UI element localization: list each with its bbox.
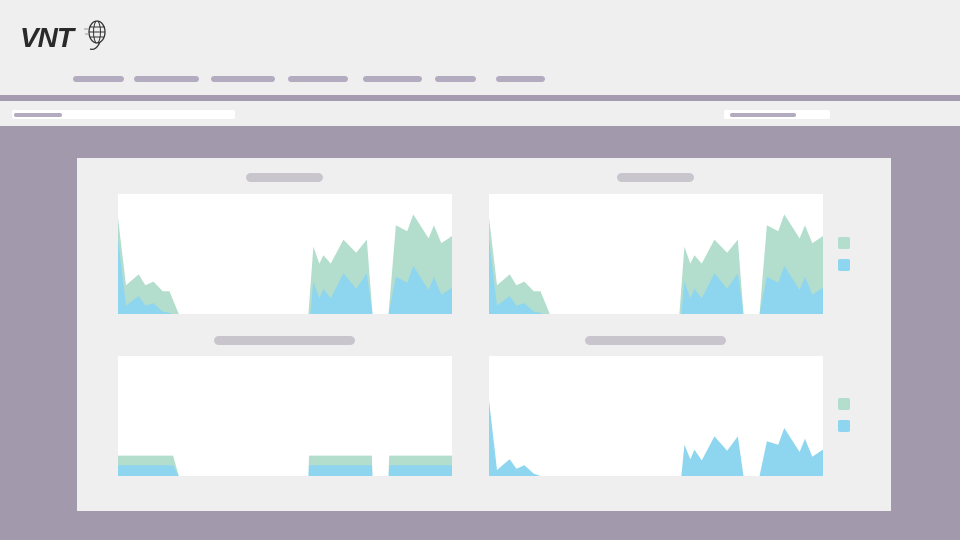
area-series-2-segment-3 (759, 266, 823, 314)
globe-icon (84, 20, 106, 50)
area-series-2-segment-1 (489, 239, 543, 314)
logo[interactable]: VNT (20, 22, 74, 53)
area-series-1-segment-1 (489, 218, 550, 314)
area-chart-4[interactable] (489, 356, 823, 476)
nav-item-2[interactable] (134, 76, 199, 82)
area-series-2-segment-2 (681, 273, 744, 314)
nav-item-6[interactable] (435, 76, 476, 82)
toolbar (0, 101, 960, 126)
chart-title-3 (214, 336, 355, 345)
date-range-select[interactable] (724, 110, 830, 119)
area-series-1-segment-1 (489, 400, 541, 476)
area-series-2-segment-2 (308, 465, 373, 476)
area-chart-3[interactable] (118, 356, 452, 476)
filter-input[interactable] (12, 110, 235, 119)
chart-title-1 (246, 173, 323, 182)
area-chart-1[interactable] (118, 194, 452, 314)
chart-title-2 (617, 173, 694, 182)
area-series-2-segment-1 (118, 465, 179, 476)
area-series-1-segment-2 (681, 436, 744, 476)
area-series-2-segment-3 (388, 266, 452, 314)
chart-title-4 (585, 336, 726, 345)
area-series-2-segment-3 (388, 465, 452, 476)
nav-item-1[interactable] (73, 76, 124, 82)
date-range-value (730, 113, 796, 117)
legend-swatch-green[interactable] (838, 398, 850, 410)
area-series-1-segment-3 (759, 428, 823, 476)
nav-item-4[interactable] (288, 76, 348, 82)
area-series-2-segment-1 (118, 239, 172, 314)
area-series-2-segment-2 (310, 273, 373, 314)
header-divider (0, 95, 960, 101)
nav-item-5[interactable] (363, 76, 422, 82)
header: VNT (0, 0, 960, 95)
dashboard-panel (77, 158, 891, 511)
nav-item-3[interactable] (211, 76, 275, 82)
nav-item-7[interactable] (496, 76, 545, 82)
area-chart-2[interactable] (489, 194, 823, 314)
legend-swatch-green[interactable] (838, 237, 850, 249)
filter-placeholder (14, 113, 62, 117)
area-series-1-segment-1 (118, 218, 179, 314)
legend-swatch-blue[interactable] (838, 259, 850, 271)
legend-swatch-blue[interactable] (838, 420, 850, 432)
